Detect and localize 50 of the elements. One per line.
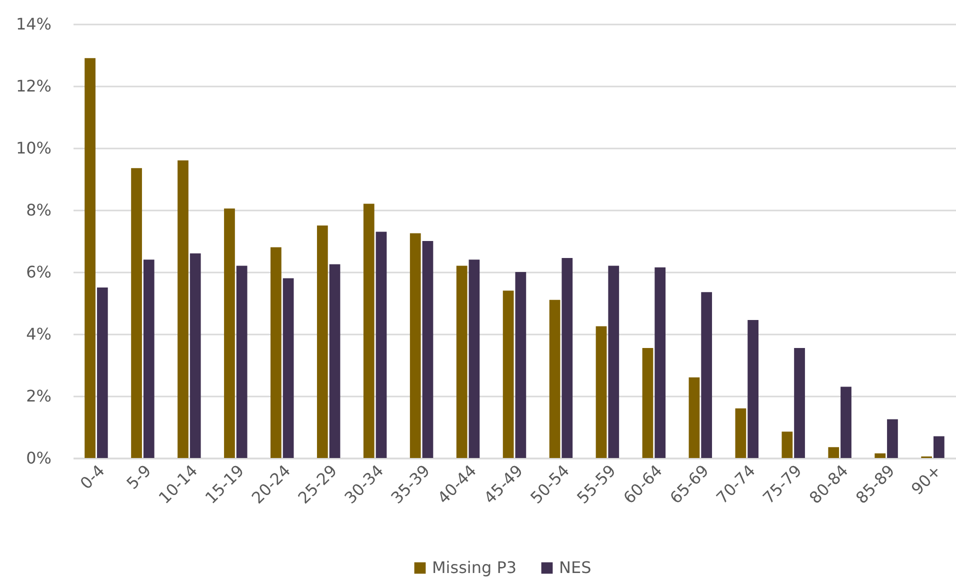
bar — [515, 272, 526, 458]
bar — [96, 288, 108, 458]
bar — [236, 266, 248, 458]
legend-label: Missing P3 — [432, 558, 517, 577]
bar — [143, 260, 154, 458]
bar — [468, 260, 480, 458]
bar — [329, 264, 340, 458]
bar — [270, 247, 282, 458]
bar — [654, 267, 666, 458]
x-tick-label: 0-4 — [76, 461, 108, 494]
bar — [549, 300, 560, 458]
bar — [701, 292, 712, 458]
bar — [828, 447, 840, 458]
legend-label: NES — [559, 558, 592, 577]
bar — [84, 58, 96, 458]
y-tick-label: 2% — [26, 386, 52, 406]
bar — [316, 226, 328, 458]
bar — [748, 320, 758, 458]
bar — [735, 408, 746, 458]
bar — [376, 232, 387, 458]
bar — [934, 436, 944, 458]
bar — [224, 208, 235, 458]
y-tick-label: 6% — [26, 262, 52, 282]
bar — [887, 419, 898, 458]
bar — [608, 266, 620, 458]
bar — [456, 266, 468, 458]
bar — [131, 168, 142, 458]
y-tick-label: 0% — [26, 448, 52, 468]
bar — [410, 233, 421, 458]
y-tick-label: 12% — [16, 76, 52, 96]
y-tick-label: 10% — [16, 138, 52, 158]
bar — [688, 377, 700, 458]
bar — [422, 241, 434, 458]
bar — [178, 160, 188, 458]
bar — [794, 348, 805, 458]
bar — [282, 278, 294, 458]
bar — [874, 453, 886, 458]
bar — [782, 432, 793, 458]
bar — [642, 348, 654, 458]
x-tick-label: 90+ — [907, 461, 945, 498]
y-tick-label: 14% — [16, 14, 52, 34]
bar — [502, 290, 514, 458]
bar — [562, 258, 573, 458]
y-tick-label: 4% — [26, 324, 52, 344]
bar — [363, 204, 374, 458]
bar — [190, 253, 201, 458]
y-tick-label: 8% — [26, 200, 52, 220]
bar — [840, 386, 852, 458]
x-tick-label: 5-9 — [122, 461, 155, 494]
bar — [596, 326, 607, 458]
